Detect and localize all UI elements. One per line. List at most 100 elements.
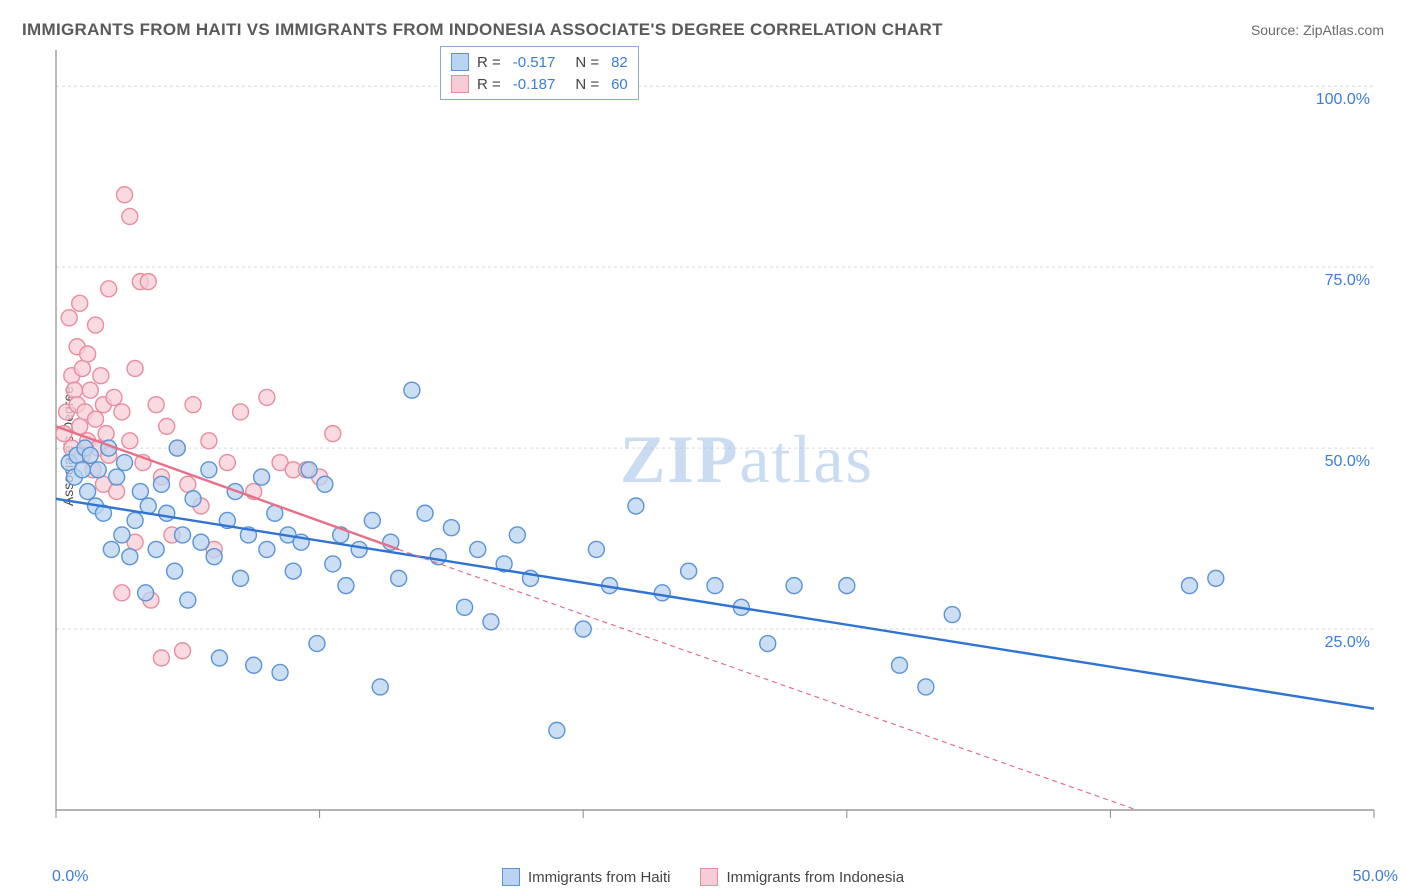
correlation-legend: R =-0.517N =82R =-0.187N =60 — [440, 46, 639, 100]
data-point-haiti — [786, 578, 802, 594]
data-point-haiti — [404, 382, 420, 398]
data-point-indonesia — [259, 389, 275, 405]
data-point-haiti — [272, 664, 288, 680]
data-point-haiti — [167, 563, 183, 579]
data-point-indonesia — [185, 397, 201, 413]
data-point-haiti — [1208, 570, 1224, 586]
data-point-haiti — [169, 440, 185, 456]
data-point-haiti — [193, 534, 209, 550]
data-point-haiti — [364, 512, 380, 528]
legend-row-haiti: R =-0.517N =82 — [451, 51, 628, 73]
legend-item: Immigrants from Indonesia — [700, 868, 904, 886]
data-point-haiti — [211, 650, 227, 666]
legend-label: Immigrants from Indonesia — [726, 869, 904, 886]
data-point-haiti — [285, 563, 301, 579]
data-point-haiti — [309, 636, 325, 652]
data-point-haiti — [301, 462, 317, 478]
legend-r-value: -0.187 — [513, 76, 556, 93]
data-point-haiti — [180, 592, 196, 608]
data-point-haiti — [127, 512, 143, 528]
data-point-haiti — [443, 520, 459, 536]
data-point-indonesia — [233, 404, 249, 420]
y-tick-label: 100.0% — [1316, 91, 1370, 108]
data-point-haiti — [185, 491, 201, 507]
data-point-haiti — [483, 614, 499, 630]
data-point-indonesia — [219, 455, 235, 471]
data-point-haiti — [246, 657, 262, 673]
source-label: Source: ZipAtlas.com — [1251, 22, 1384, 38]
data-point-indonesia — [66, 382, 82, 398]
chart-title: IMMIGRANTS FROM HAITI VS IMMIGRANTS FROM… — [22, 20, 943, 40]
legend-n-value: 60 — [611, 76, 628, 93]
data-point-indonesia — [122, 208, 138, 224]
data-point-haiti — [153, 476, 169, 492]
legend-row-indonesia: R =-0.187N =60 — [451, 73, 628, 95]
legend-swatch — [502, 868, 520, 886]
data-point-haiti — [760, 636, 776, 652]
legend-swatch — [451, 53, 469, 71]
data-point-indonesia — [201, 433, 217, 449]
legend-item: Immigrants from Haiti — [502, 868, 671, 886]
data-point-haiti — [509, 527, 525, 543]
data-point-haiti — [233, 570, 249, 586]
data-point-haiti — [103, 541, 119, 557]
data-point-indonesia — [109, 484, 125, 500]
data-point-haiti — [457, 599, 473, 615]
legend-swatch — [700, 868, 718, 886]
data-point-indonesia — [159, 418, 175, 434]
legend-r-label: R = — [477, 76, 501, 93]
y-tick-label: 50.0% — [1325, 453, 1370, 470]
data-point-haiti — [628, 498, 644, 514]
data-point-indonesia — [88, 317, 104, 333]
data-point-indonesia — [61, 310, 77, 326]
data-point-indonesia — [101, 281, 117, 297]
data-point-haiti — [588, 541, 604, 557]
data-point-indonesia — [88, 411, 104, 427]
data-point-haiti — [122, 549, 138, 565]
data-point-indonesia — [325, 426, 341, 442]
data-point-indonesia — [114, 404, 130, 420]
data-point-haiti — [549, 722, 565, 738]
data-point-haiti — [74, 462, 90, 478]
data-point-haiti — [470, 541, 486, 557]
data-point-indonesia — [180, 476, 196, 492]
data-point-haiti — [138, 585, 154, 601]
data-point-indonesia — [93, 368, 109, 384]
legend-n-value: 82 — [611, 54, 628, 71]
data-point-haiti — [117, 455, 133, 471]
data-point-indonesia — [80, 346, 96, 362]
legend-label: Immigrants from Haiti — [528, 869, 671, 886]
trend-line-haiti — [56, 499, 1374, 709]
data-point-indonesia — [98, 426, 114, 442]
data-point-haiti — [1181, 578, 1197, 594]
data-point-haiti — [259, 541, 275, 557]
data-point-haiti — [201, 462, 217, 478]
data-point-haiti — [90, 462, 106, 478]
data-point-haiti — [338, 578, 354, 594]
x-tick-max: 50.0% — [1353, 868, 1398, 886]
series-legend: Immigrants from Haiti Immigrants from Ind… — [0, 868, 1406, 886]
data-point-haiti — [175, 527, 191, 543]
data-point-haiti — [430, 549, 446, 565]
data-point-haiti — [109, 469, 125, 485]
data-point-haiti — [391, 570, 407, 586]
data-point-indonesia — [72, 295, 88, 311]
data-point-haiti — [707, 578, 723, 594]
legend-r-label: R = — [477, 54, 501, 71]
data-point-indonesia — [140, 274, 156, 290]
data-point-indonesia — [117, 187, 133, 203]
trend-line-ext-indonesia — [399, 549, 1137, 810]
y-tick-label: 75.0% — [1325, 272, 1370, 289]
scatter-chart: 25.0%50.0%75.0%100.0% — [50, 50, 1380, 840]
data-point-haiti — [82, 447, 98, 463]
data-point-haiti — [892, 657, 908, 673]
legend-r-value: -0.517 — [513, 54, 556, 71]
data-point-indonesia — [127, 360, 143, 376]
data-point-indonesia — [106, 389, 122, 405]
data-point-indonesia — [175, 643, 191, 659]
x-tick-min: 0.0% — [52, 868, 88, 886]
data-point-haiti — [654, 585, 670, 601]
data-point-haiti — [372, 679, 388, 695]
legend-swatch — [451, 75, 469, 93]
data-point-indonesia — [74, 360, 90, 376]
